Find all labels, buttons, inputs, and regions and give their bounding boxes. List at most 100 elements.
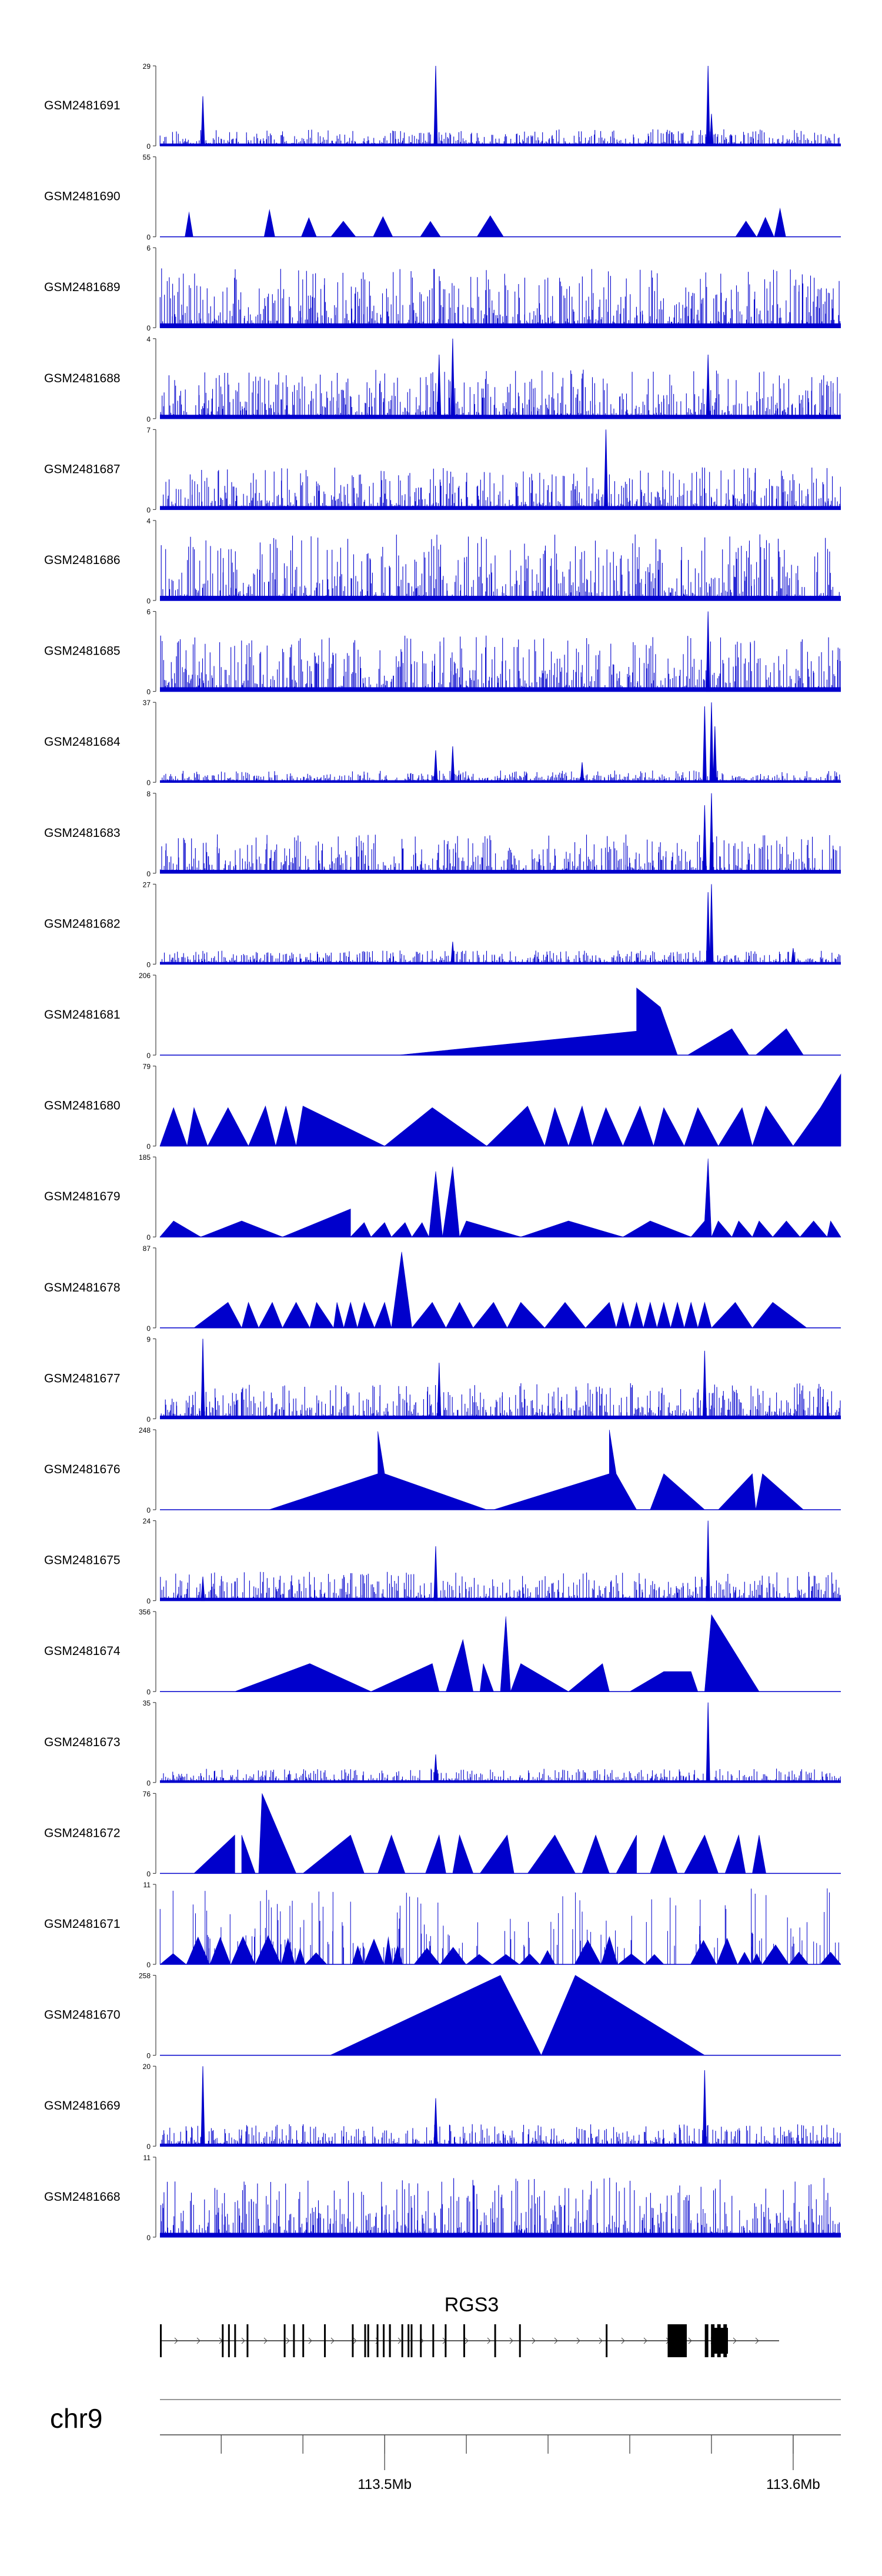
coverage-area — [159, 1073, 841, 1147]
strand-arrow — [532, 2337, 536, 2344]
coverage-peak — [706, 354, 710, 419]
track-GSM2481683: GSM2481683 8 0 — [44, 790, 841, 878]
coverage-peak — [437, 1363, 442, 1419]
strand-arrow — [576, 2337, 580, 2344]
y-zero-label: 0 — [146, 779, 151, 787]
exon — [389, 2324, 391, 2357]
y-max-label: 24 — [143, 1517, 151, 1526]
exon — [401, 2324, 403, 2357]
coverage-peak — [702, 1350, 707, 1419]
coverage-floor — [160, 596, 841, 600]
track-label: GSM2481680 — [44, 1099, 121, 1113]
track-label: GSM2481677 — [44, 1372, 121, 1385]
track-GSM2481684: GSM2481684 37 0 — [44, 699, 841, 787]
coverage-peak — [791, 948, 796, 965]
track-GSM2481676: GSM2481676 248 0 — [44, 1426, 841, 1514]
track-label: GSM2481676 — [44, 1463, 121, 1476]
exon — [420, 2324, 422, 2357]
y-zero-label: 0 — [146, 688, 151, 696]
track-label: GSM2481673 — [44, 1736, 121, 1749]
strand-arrow — [733, 2337, 737, 2344]
y-max-label: 87 — [143, 1244, 151, 1253]
coverage-peak — [450, 338, 455, 419]
strand-arrow — [688, 2337, 692, 2344]
exon — [283, 2324, 286, 2357]
y-max-label: 8 — [146, 790, 151, 798]
track-label: GSM2481690 — [44, 190, 121, 203]
exon — [407, 2324, 410, 2357]
axis-tick-label: 113.6Mb — [766, 2477, 820, 2492]
coverage-floor — [160, 1780, 841, 1783]
coverage-floor — [160, 323, 841, 328]
coverage-floor — [160, 962, 841, 965]
track-GSM2481678: GSM2481678 87 0 — [44, 1244, 841, 1333]
gene-name: RGS3 — [445, 2294, 499, 2316]
strand-arrow — [487, 2337, 491, 2344]
y-max-label: 206 — [139, 972, 151, 980]
coverage-floor — [160, 780, 841, 783]
y-zero-label: 0 — [146, 597, 151, 605]
coverage-peak — [706, 892, 710, 965]
strand-arrow — [353, 2337, 357, 2344]
y-max-label: 55 — [143, 154, 151, 162]
strand-arrow — [263, 2337, 268, 2344]
y-zero-label: 0 — [146, 1961, 151, 1969]
strand-arrow — [643, 2337, 647, 2344]
coverage-peak — [709, 884, 714, 965]
coverage-spikes — [159, 1888, 839, 1964]
y-zero-label: 0 — [146, 2143, 151, 2151]
y-max-label: 4 — [146, 517, 151, 525]
track-GSM2481685: GSM2481685 6 0 — [44, 608, 841, 696]
y-zero-label: 0 — [146, 1506, 151, 1514]
y-zero-label: 0 — [146, 1233, 151, 1242]
coverage-spikes — [159, 129, 841, 146]
exon — [222, 2324, 224, 2357]
strand-arrow — [554, 2337, 558, 2344]
track-label: GSM2481672 — [44, 1826, 121, 1840]
y-max-label: 248 — [139, 1426, 151, 1434]
coverage-peak — [201, 1339, 205, 1419]
track-label: GSM2481674 — [44, 1644, 121, 1658]
y-zero-label: 0 — [146, 1415, 151, 1423]
exon — [519, 2324, 521, 2357]
track-GSM2481690: GSM2481690 55 0 — [44, 154, 841, 242]
y-zero-label: 0 — [146, 142, 151, 151]
track-label: GSM2481683 — [44, 826, 121, 840]
y-max-label: 6 — [146, 244, 151, 252]
y-max-label: 20 — [143, 2063, 151, 2071]
coverage-spikes — [159, 834, 841, 873]
y-max-label: 356 — [139, 1608, 151, 1616]
coverage-peak — [706, 1702, 710, 1783]
coverage-peak — [702, 706, 707, 783]
coverage-peak — [709, 793, 714, 874]
coverage-peak — [580, 762, 584, 783]
track-GSM2481670: GSM2481670 258 0 — [44, 1972, 841, 2060]
track-GSM2481689: GSM2481689 6 0 — [44, 244, 841, 332]
y-zero-label: 0 — [146, 1143, 151, 1151]
track-GSM2481674: GSM2481674 356 0 — [44, 1608, 841, 1696]
coverage-floor — [160, 144, 841, 146]
y-max-label: 9 — [146, 1335, 151, 1343]
coverage-peak — [433, 1754, 438, 1783]
y-zero-label: 0 — [146, 1779, 151, 1787]
chromosome-label: chr9 — [50, 2403, 102, 2434]
y-max-label: 6 — [146, 608, 151, 616]
gene-model: RGS3 — [160, 2294, 779, 2357]
coverage-floor — [160, 1597, 841, 1601]
y-max-label: 29 — [143, 62, 151, 71]
y-max-label: 37 — [143, 699, 151, 707]
exon — [494, 2324, 496, 2357]
exon — [302, 2324, 305, 2357]
track-label: GSM2481675 — [44, 1554, 121, 1567]
strand-arrow — [286, 2337, 290, 2344]
exon — [367, 2324, 369, 2357]
coverage-peak — [709, 114, 714, 146]
exon — [432, 2324, 435, 2357]
track-GSM2481673: GSM2481673 35 0 — [44, 1699, 841, 1787]
track-label: GSM2481682 — [44, 917, 121, 930]
exon — [234, 2324, 236, 2357]
y-zero-label: 0 — [146, 1688, 151, 1696]
exon — [410, 2324, 413, 2357]
y-zero-label: 0 — [146, 1324, 151, 1333]
track-GSM2481677: GSM2481677 9 0 — [44, 1335, 841, 1423]
